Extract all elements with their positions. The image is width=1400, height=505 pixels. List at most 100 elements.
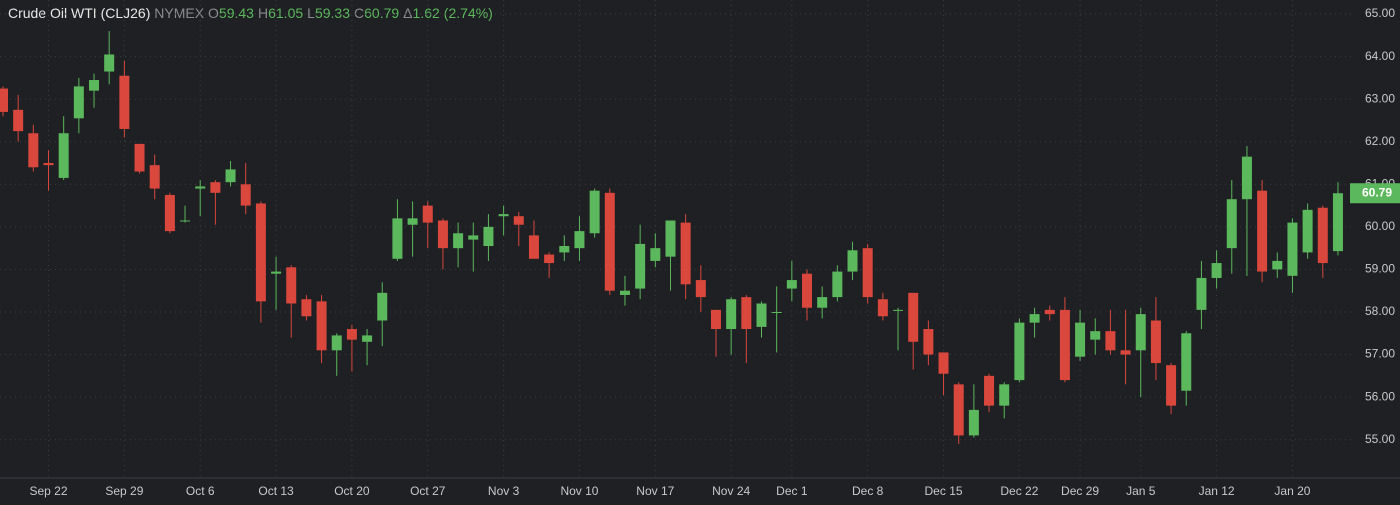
candle-body — [817, 297, 828, 308]
candle-body — [1211, 263, 1222, 278]
y-tick-label: 60.00 — [1365, 219, 1395, 233]
candle-body — [1150, 320, 1161, 364]
x-tick-label: Dec 1 — [776, 484, 808, 498]
candle-body — [574, 231, 585, 249]
candle-body — [619, 290, 630, 295]
candle-body — [346, 329, 357, 340]
candle-body — [1120, 350, 1131, 355]
header-value: 59.43 — [219, 5, 254, 21]
header-key: Δ — [403, 5, 412, 21]
candle-body — [149, 165, 160, 189]
candle-body — [1044, 309, 1055, 315]
candle-body — [908, 292, 919, 342]
header-key: C — [354, 5, 364, 21]
candle-body — [1257, 190, 1268, 272]
candle-body — [134, 143, 145, 172]
y-tick-label: 64.00 — [1365, 49, 1395, 63]
candle-body — [453, 233, 464, 249]
candle-body — [938, 352, 949, 374]
candle-body — [877, 299, 888, 317]
candle-body — [726, 299, 737, 330]
candle-body — [1181, 333, 1192, 391]
header-value: 1.62 — [413, 5, 440, 21]
y-tick-label: 58.00 — [1365, 304, 1395, 318]
x-tick-label: Dec 15 — [925, 484, 963, 498]
candle-body — [771, 311, 782, 313]
y-tick-label: 62.00 — [1365, 134, 1395, 148]
y-tick-label: 57.00 — [1365, 347, 1395, 361]
candle-body — [832, 271, 843, 298]
candle-body — [665, 220, 676, 257]
candle-body — [862, 248, 873, 298]
y-tick-label: 56.00 — [1365, 389, 1395, 403]
candle-body — [635, 243, 646, 289]
candle-body — [1226, 199, 1237, 249]
candle-body — [225, 169, 236, 183]
candle-body — [255, 203, 266, 302]
candle-body — [923, 329, 934, 355]
candle-body — [1241, 156, 1252, 200]
candle-body — [1135, 314, 1146, 351]
candle-body — [710, 309, 721, 330]
candle-body — [680, 222, 691, 285]
x-tick-label: Nov 17 — [636, 484, 674, 498]
x-tick-label: Jan 12 — [1199, 484, 1235, 498]
candle-body — [1287, 222, 1298, 276]
x-tick-label: Oct 27 — [410, 484, 446, 498]
candle-body — [58, 133, 69, 178]
candle-body — [498, 214, 509, 217]
candle-body — [544, 254, 555, 264]
x-tick-label: Sep 22 — [29, 484, 67, 498]
candle-body — [483, 226, 494, 247]
x-tick-label: Sep 29 — [105, 484, 143, 498]
candle-body — [968, 409, 979, 436]
candle-body — [1272, 260, 1283, 270]
candle-body — [893, 309, 904, 311]
last-price-tag — [1350, 183, 1400, 204]
y-tick-label: 63.00 — [1365, 91, 1395, 105]
x-tick-label: Jan 5 — [1126, 484, 1156, 498]
exchange: NYMEX — [154, 5, 204, 21]
header-key: O — [208, 5, 219, 21]
x-tick-label: Dec 8 — [852, 484, 884, 498]
candle-body — [953, 384, 964, 436]
candle-body — [999, 384, 1010, 406]
chart-header: Crude Oil WTI (CLJ26) NYMEX O59.43 H61.05 L… — [8, 5, 493, 21]
x-tick-label: Dec 29 — [1061, 484, 1099, 498]
candle-body — [422, 205, 433, 223]
candle-body — [89, 80, 100, 91]
x-tick-label: Nov 10 — [560, 484, 598, 498]
candle-body — [73, 86, 84, 119]
candle-body — [984, 375, 995, 406]
candle-body — [407, 218, 418, 225]
header-key: H — [258, 5, 268, 21]
candle-body — [650, 248, 661, 261]
candle-body — [377, 292, 388, 321]
candle-body — [741, 297, 752, 330]
y-tick-label: 55.00 — [1365, 432, 1395, 446]
candle-body — [756, 303, 767, 327]
candle-body — [1075, 322, 1086, 357]
candle-body — [286, 267, 297, 304]
candle-body — [437, 220, 448, 249]
header-change-percent: (2.74%) — [444, 5, 493, 21]
candle-body — [240, 184, 251, 206]
candle-body — [1105, 331, 1116, 351]
candle-body — [695, 280, 706, 298]
candle-body — [1196, 277, 1207, 310]
x-tick-label: Nov 3 — [488, 484, 520, 498]
candle-body — [1332, 193, 1343, 252]
candle-body — [210, 182, 221, 193]
candle-body — [1302, 209, 1313, 253]
candle-body — [1166, 365, 1177, 406]
candle-body — [43, 163, 54, 166]
candle-body — [528, 235, 539, 259]
candle-body — [1317, 207, 1328, 264]
candle-body — [468, 235, 479, 240]
candle-body — [802, 273, 813, 308]
y-tick-label: 59.00 — [1365, 262, 1395, 276]
candle-body — [0, 88, 8, 112]
header-value: 60.79 — [364, 5, 399, 21]
x-tick-label: Nov 24 — [712, 484, 750, 498]
